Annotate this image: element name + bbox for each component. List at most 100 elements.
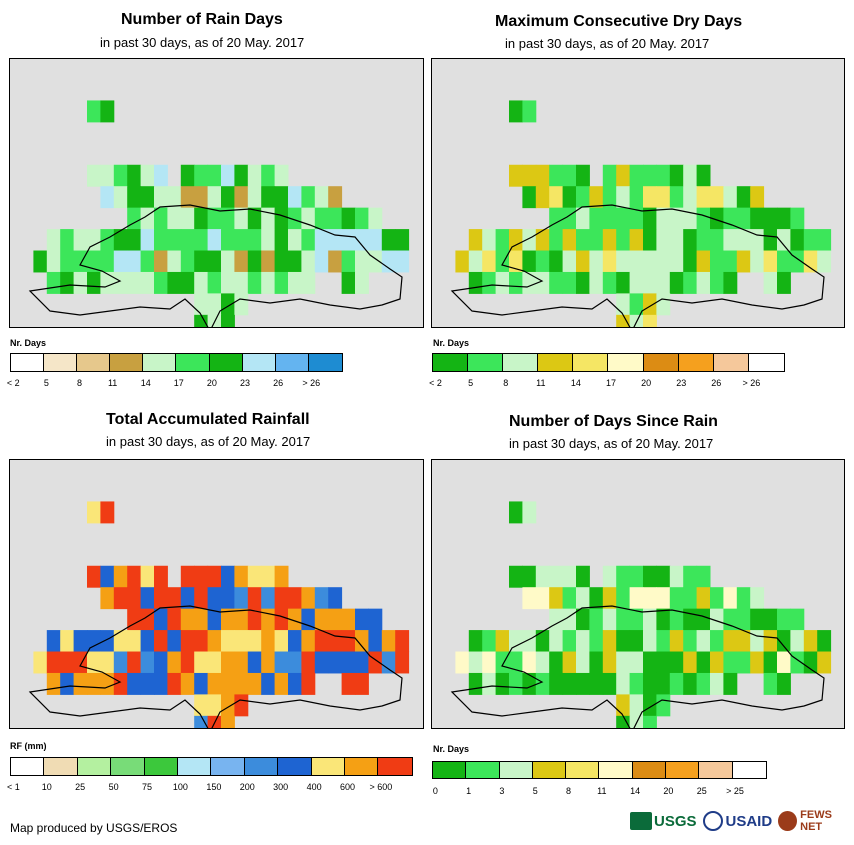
map-cell <box>127 229 142 252</box>
legend-label: > 600 <box>369 782 393 792</box>
map-cell <box>535 229 550 252</box>
panel-title: Total Accumulated Rainfall <box>106 411 310 428</box>
map-cell <box>495 271 510 294</box>
legend-label: > 26 <box>302 378 321 388</box>
map-total-rainfall[interactable] <box>9 459 424 729</box>
map-cell <box>127 271 142 294</box>
map-cell <box>207 186 222 209</box>
map-rain-days[interactable] <box>9 58 424 328</box>
map-cell <box>341 608 356 631</box>
map-cell <box>562 229 577 252</box>
legend-label: 600 <box>339 782 356 792</box>
map-cell <box>643 587 657 610</box>
legend-label: 300 <box>273 782 289 792</box>
legend-swatch <box>209 354 243 371</box>
map-cell <box>261 651 276 674</box>
map-cell <box>355 207 369 230</box>
map-cell <box>656 186 671 209</box>
map-cell <box>549 207 564 230</box>
map-cell <box>669 229 684 252</box>
map-cell <box>696 565 711 588</box>
legend-label: > 25 <box>726 786 744 796</box>
map-cell <box>60 229 75 252</box>
map-cell <box>509 672 523 695</box>
map-cell <box>221 271 235 294</box>
legend-label: 1 <box>466 786 472 796</box>
map-cell <box>549 587 564 610</box>
map-cell <box>736 250 751 273</box>
map-cell <box>180 565 195 588</box>
map-cell <box>750 587 765 610</box>
map-cell <box>234 651 249 674</box>
map-cell <box>589 672 604 695</box>
map-cell <box>127 672 142 695</box>
panel-title: Number of Rain Days <box>121 11 283 28</box>
map-cell <box>234 164 249 187</box>
map-cell <box>234 250 249 273</box>
map-cell <box>221 164 235 187</box>
map-cell <box>234 608 249 631</box>
map-cell <box>113 250 128 273</box>
map-cell <box>509 100 523 123</box>
map-cell <box>180 207 195 230</box>
map-cell <box>723 587 738 610</box>
map-cell <box>314 229 329 252</box>
map-cell <box>683 587 698 610</box>
map-cell <box>301 587 316 610</box>
map-max-dry-days[interactable] <box>431 58 845 328</box>
legend-label: 400 <box>306 782 322 792</box>
map-cell <box>763 672 778 695</box>
map-cell <box>274 229 289 252</box>
map-cell <box>710 587 724 610</box>
map-cell <box>696 587 711 610</box>
map-cell <box>60 672 75 695</box>
legend-label: 8 <box>76 378 83 388</box>
map-cell <box>33 651 48 674</box>
map-cell <box>234 229 249 252</box>
legend-swatch <box>732 762 766 778</box>
map-cell <box>576 229 590 252</box>
map-cell <box>656 229 671 252</box>
map-cell <box>140 672 155 695</box>
map-cell <box>616 250 631 273</box>
map-cell <box>341 630 356 653</box>
map-cell <box>616 314 631 327</box>
map-cell <box>736 207 751 230</box>
legend-label: 17 <box>173 378 184 388</box>
map-cell <box>817 229 832 252</box>
legend-swatch <box>178 758 212 775</box>
map-cell <box>643 293 657 316</box>
map-cell <box>274 651 289 674</box>
legend-swatch <box>242 354 276 371</box>
usgs-logo-text: USGS <box>654 812 697 830</box>
map-cell <box>468 271 483 294</box>
map-cell <box>234 672 249 695</box>
map-cell <box>696 651 711 674</box>
map-cell <box>341 672 356 695</box>
map-cell <box>154 651 168 674</box>
map-cell <box>87 271 101 294</box>
map-cell <box>87 164 101 187</box>
map-cell <box>167 250 182 273</box>
map-cell <box>629 250 644 273</box>
map-days-since-rain[interactable] <box>431 459 845 729</box>
map-cell <box>790 630 805 653</box>
map-cell <box>314 651 329 674</box>
legend-swatch <box>643 354 679 371</box>
map-cell <box>328 651 343 674</box>
map-cell <box>602 250 617 273</box>
legend-label: 10 <box>41 782 52 792</box>
map-cell <box>643 186 657 209</box>
fews-net-mark-icon <box>778 811 798 831</box>
map-cell <box>381 250 396 273</box>
map-cell <box>180 164 195 187</box>
legend-label: 25 <box>696 786 707 796</box>
map-cell <box>643 608 657 631</box>
map-cell <box>113 651 128 674</box>
map-cell <box>180 271 195 294</box>
map-cell <box>736 229 751 252</box>
map-cell <box>113 164 128 187</box>
map-cell <box>127 608 142 631</box>
legend-swatch <box>244 758 279 775</box>
map-cell <box>167 229 182 252</box>
